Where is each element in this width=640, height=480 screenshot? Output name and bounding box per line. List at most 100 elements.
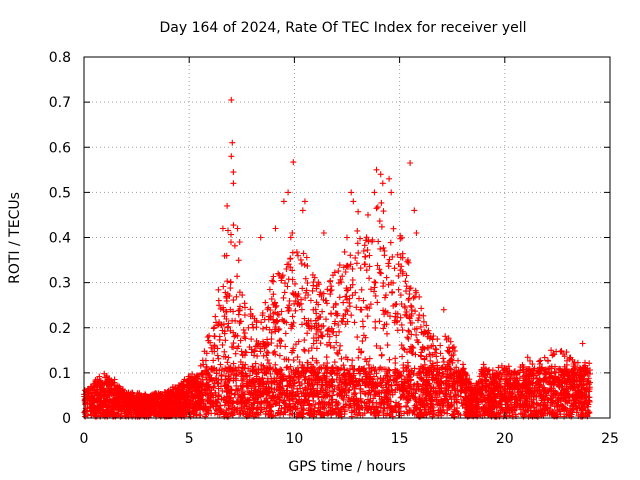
data-point bbox=[264, 349, 270, 355]
data-point bbox=[231, 242, 238, 249]
data-point bbox=[433, 346, 440, 353]
data-point bbox=[216, 367, 223, 374]
data-point bbox=[395, 272, 402, 279]
data-point bbox=[398, 301, 405, 307]
data-point bbox=[197, 412, 204, 419]
data-point bbox=[270, 310, 277, 317]
data-point bbox=[297, 256, 304, 263]
data-point bbox=[349, 265, 356, 272]
data-point bbox=[359, 318, 366, 325]
data-point bbox=[237, 382, 244, 389]
data-point bbox=[290, 357, 297, 364]
data-point bbox=[541, 371, 548, 378]
data-point bbox=[375, 238, 382, 245]
data-point bbox=[211, 333, 218, 339]
data-point bbox=[377, 269, 383, 276]
data-point bbox=[226, 405, 233, 412]
data-point bbox=[289, 376, 296, 382]
data-point bbox=[225, 364, 232, 371]
data-point bbox=[246, 372, 253, 379]
data-point bbox=[536, 358, 543, 365]
data-point bbox=[224, 278, 231, 285]
data-point bbox=[363, 267, 370, 274]
data-point bbox=[358, 404, 365, 411]
data-point bbox=[302, 373, 309, 380]
data-point bbox=[241, 333, 248, 340]
data-point bbox=[496, 399, 503, 406]
data-point bbox=[340, 299, 347, 306]
data-point bbox=[374, 262, 381, 269]
data-point bbox=[189, 371, 196, 378]
data-point bbox=[426, 351, 433, 358]
data-point bbox=[331, 359, 338, 366]
data-point bbox=[411, 326, 418, 333]
data-point bbox=[291, 371, 298, 378]
data-point bbox=[474, 381, 481, 388]
data-point bbox=[366, 305, 373, 312]
data-point bbox=[283, 266, 290, 272]
data-point bbox=[305, 347, 312, 354]
data-point bbox=[221, 330, 228, 337]
data-point bbox=[280, 294, 287, 301]
data-point bbox=[219, 341, 226, 348]
data-point bbox=[230, 360, 237, 367]
data-point bbox=[84, 386, 91, 393]
data-point bbox=[312, 401, 319, 408]
data-point bbox=[338, 355, 345, 362]
data-point bbox=[329, 392, 336, 399]
data-point bbox=[427, 357, 434, 364]
data-point bbox=[368, 286, 374, 293]
data-point bbox=[354, 402, 361, 409]
data-point bbox=[220, 396, 227, 403]
data-point bbox=[446, 357, 453, 364]
data-point bbox=[230, 297, 237, 304]
data-point bbox=[331, 269, 338, 276]
data-point bbox=[219, 387, 226, 394]
data-point bbox=[462, 400, 469, 407]
data-point bbox=[270, 273, 277, 280]
data-point bbox=[409, 369, 415, 376]
data-point bbox=[397, 314, 404, 321]
data-point bbox=[403, 366, 410, 373]
data-point bbox=[440, 358, 447, 365]
data-point bbox=[341, 248, 348, 255]
data-point bbox=[357, 235, 363, 242]
data-point bbox=[282, 330, 289, 337]
data-point bbox=[214, 352, 221, 359]
data-point bbox=[380, 244, 387, 251]
data-point bbox=[252, 360, 259, 367]
data-point bbox=[407, 319, 414, 326]
data-point bbox=[541, 354, 548, 361]
data-point bbox=[327, 277, 334, 284]
data-point bbox=[289, 249, 296, 256]
data-point bbox=[498, 373, 505, 380]
data-point bbox=[487, 389, 494, 396]
data-point bbox=[296, 359, 303, 365]
data-point bbox=[335, 268, 342, 275]
data-point bbox=[294, 354, 301, 361]
data-point bbox=[386, 356, 393, 363]
data-point bbox=[408, 331, 415, 338]
data-point bbox=[346, 303, 353, 310]
data-point bbox=[519, 391, 525, 398]
data-point bbox=[553, 413, 560, 420]
data-point bbox=[387, 373, 394, 380]
data-point bbox=[535, 408, 542, 415]
data-point bbox=[222, 337, 229, 344]
data-point bbox=[334, 310, 341, 317]
data-point bbox=[437, 342, 444, 349]
data-point bbox=[323, 316, 329, 323]
data-point bbox=[215, 286, 222, 293]
data-point bbox=[271, 386, 278, 393]
data-point bbox=[395, 286, 402, 293]
data-point bbox=[355, 208, 362, 215]
data-point bbox=[403, 283, 410, 290]
data-point bbox=[430, 333, 437, 339]
data-point bbox=[293, 249, 300, 256]
data-point bbox=[534, 376, 540, 382]
data-point bbox=[268, 385, 275, 391]
data-point bbox=[447, 357, 454, 363]
data-point bbox=[294, 294, 301, 300]
data-point bbox=[385, 281, 392, 288]
data-point bbox=[322, 297, 329, 304]
